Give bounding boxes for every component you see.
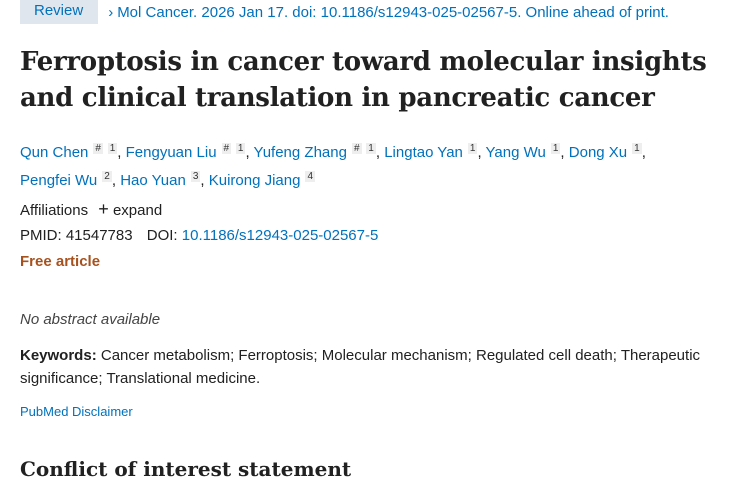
pmid-value: 41547783 xyxy=(65,227,133,244)
affiliation-number[interactable]: 1 xyxy=(632,143,642,154)
section-heading: Conflict of interest statement xyxy=(20,457,352,481)
author-link[interactable]: Dong Xu xyxy=(568,144,628,161)
author-list: Qun Chen # 1, Fengyuan Liu # 1, Yufeng Zha… xyxy=(20,137,720,193)
affiliation-number[interactable]: 1 xyxy=(550,143,561,154)
author-superscripts: # 1 xyxy=(91,143,118,154)
author-superscripts: # 1 xyxy=(350,143,376,154)
expand-affiliations-button[interactable]: + expand xyxy=(98,199,163,219)
keywords: Keywords: Cancer metabolism; Ferroptosis… xyxy=(20,344,740,390)
author-entry: Dong Xu 1, xyxy=(568,143,646,161)
author-superscripts: 3 xyxy=(189,171,201,182)
author-link[interactable]: Yang Wu xyxy=(485,144,546,161)
affiliation-number[interactable]: 4 xyxy=(305,171,316,182)
equal-contribution-marker[interactable]: # xyxy=(221,143,232,154)
author-superscripts: 2 xyxy=(100,171,112,182)
review-badge: Review xyxy=(20,0,99,24)
author-entry: Pengfei Wu 2, xyxy=(20,171,121,189)
author-link[interactable]: Hao Yuan xyxy=(120,172,186,189)
author-entry: Lingtao Yan 1, xyxy=(384,143,486,161)
affiliation-number[interactable]: 1 xyxy=(366,143,376,154)
citation-line: Review › Mol Cancer. 2026 Jan 17. doi: 10… xyxy=(20,0,669,24)
affiliations-label: Affiliations xyxy=(20,202,89,219)
no-abstract-text: No abstract available xyxy=(20,311,161,328)
doi-label: DOI: xyxy=(146,227,178,244)
affiliation-number[interactable]: 3 xyxy=(190,171,201,182)
author-entry: Kuirong Jiang 4 xyxy=(208,171,316,189)
pmid-label: PMID: xyxy=(20,227,62,244)
equal-contribution-marker[interactable]: # xyxy=(93,143,103,154)
author-entry: Qun Chen # 1, xyxy=(20,143,126,161)
author-superscripts: 4 xyxy=(303,171,316,182)
affiliation-number[interactable]: 2 xyxy=(102,171,112,182)
journal-citation-button[interactable]: › Mol Cancer. 2026 Jan 17. doi: 10.1186/s… xyxy=(108,3,669,21)
author-entry: Yufeng Zhang # 1, xyxy=(253,143,385,161)
author-superscripts: 1 xyxy=(630,143,642,154)
author-superscripts: # 1 xyxy=(220,143,246,154)
author-link[interactable]: Kuirong Jiang xyxy=(208,172,301,189)
author-link[interactable]: Pengfei Wu xyxy=(20,172,98,189)
affiliation-number[interactable]: 1 xyxy=(107,143,118,154)
author-entry: Fengyuan Liu # 1, xyxy=(125,143,254,161)
affiliation-number[interactable]: 1 xyxy=(467,143,478,154)
equal-contribution-marker[interactable]: # xyxy=(351,143,362,154)
article-title: Ferroptosis in cancer toward molecular i… xyxy=(20,47,707,113)
affiliations-row: Affiliations + expand xyxy=(20,199,162,220)
author-superscripts: 1 xyxy=(549,143,561,154)
keywords-label: Keywords: xyxy=(20,347,97,364)
affiliation-number[interactable]: 1 xyxy=(235,143,246,154)
author-superscripts: 1 xyxy=(466,143,478,154)
doi-link[interactable]: 10.1186/s12943-025-02567-5 xyxy=(181,227,379,244)
author-link[interactable]: Qun Chen xyxy=(20,144,89,161)
free-article-label: Free article xyxy=(20,253,101,270)
author-link[interactable]: Fengyuan Liu xyxy=(125,144,217,161)
author-link[interactable]: Yufeng Zhang xyxy=(253,144,347,161)
author-entry: Hao Yuan 3, xyxy=(120,171,209,189)
author-link[interactable]: Lingtao Yan xyxy=(384,144,463,161)
author-entry: Yang Wu 1, xyxy=(485,143,569,161)
identifiers-row: PMID: 41547783 DOI: 10.1186/s12943-025-0… xyxy=(20,227,378,244)
plus-icon: + xyxy=(98,199,109,219)
keywords-text: Cancer metabolism; Ferroptosis; Molecula… xyxy=(20,347,701,387)
pubmed-disclaimer-link[interactable]: PubMed Disclaimer xyxy=(20,404,133,419)
chevron-right-icon: › xyxy=(108,3,114,21)
